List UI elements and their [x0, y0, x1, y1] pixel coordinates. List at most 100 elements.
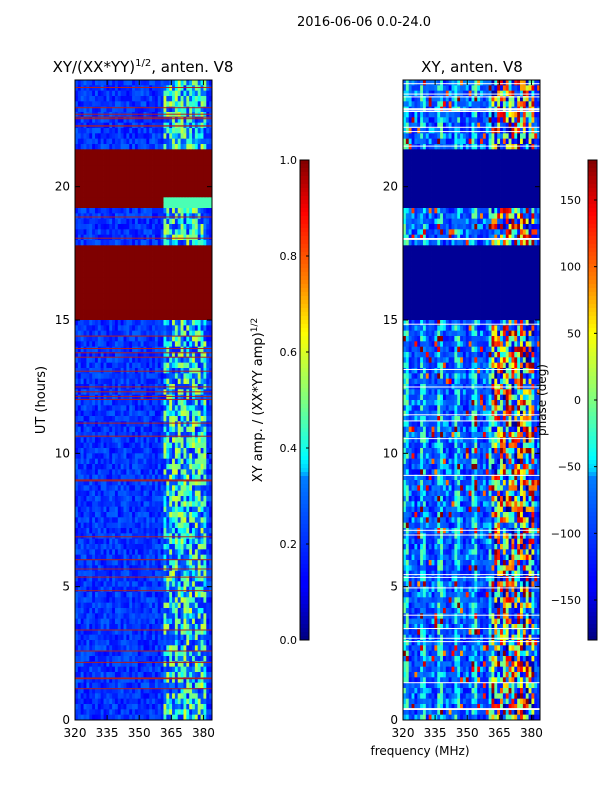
heatmap-cell [143, 160, 147, 166]
heatmap-cell [166, 170, 170, 177]
heatmap-cell [154, 581, 159, 588]
heatmap-cell [89, 442, 93, 449]
heatmap-cell [192, 186, 196, 193]
heatmap-cell [134, 90, 139, 97]
heatmap-cell [129, 496, 133, 502]
heatmap-cell [169, 362, 173, 369]
heatmap-cell [86, 405, 90, 412]
heatmap-cell [92, 144, 96, 150]
heatmap-cell [180, 592, 184, 598]
heatmap-cell [200, 560, 204, 566]
heatmap-cell [97, 213, 102, 220]
heatmap-cell [77, 192, 82, 198]
heatmap-cell [146, 282, 150, 289]
heatmap-cell [172, 133, 176, 140]
heatmap-cell [106, 432, 110, 438]
heatmap-cell [126, 202, 130, 209]
heatmap-cell [129, 144, 133, 150]
heatmap-cell [177, 362, 181, 369]
heatmap-cell [89, 154, 93, 161]
heatmap-cell [92, 149, 96, 156]
heatmap-cell [152, 192, 156, 198]
heatmap-cell [174, 250, 179, 257]
heatmap-cell [134, 490, 139, 497]
heatmap-cell [174, 277, 179, 284]
heatmap-cell [143, 426, 147, 433]
heatmap-cell [132, 352, 136, 358]
heatmap-cell [83, 309, 87, 316]
heatmap-cell [83, 437, 87, 444]
heatmap-cell [112, 170, 116, 177]
heatmap-cell [137, 213, 142, 220]
heatmap-cell [183, 218, 187, 225]
heatmap-cell [152, 154, 156, 161]
heatmap-cell [123, 608, 127, 614]
heatmap-cell [146, 325, 150, 332]
heatmap-cell [174, 330, 179, 337]
heatmap-cell [172, 469, 176, 476]
heatmap-cell [120, 570, 124, 577]
heatmap-cell [174, 421, 179, 428]
heatmap-cell [123, 506, 127, 513]
heatmap-cell [77, 629, 82, 636]
heatmap-cell [106, 298, 110, 305]
heatmap-cell [177, 560, 181, 566]
heatmap-cell [123, 432, 127, 438]
heatmap-cell [140, 229, 144, 236]
heatmap-cell [126, 240, 130, 246]
heatmap-cell [174, 528, 179, 534]
heatmap-cell [97, 432, 102, 438]
heatmap-cell [86, 298, 90, 305]
heatmap-cell [114, 400, 119, 406]
heatmap-cell [109, 480, 113, 486]
heatmap-cell [86, 496, 90, 502]
heatmap-cell [186, 85, 190, 92]
heatmap-cell [120, 197, 124, 204]
heatmap-cell [203, 586, 207, 593]
heatmap-cell [103, 330, 107, 337]
heatmap-cell [117, 293, 122, 300]
heatmap-cell [132, 309, 136, 316]
heatmap-cell [143, 501, 147, 508]
heatmap-cell [189, 421, 193, 428]
heatmap-cell [140, 224, 144, 230]
heatmap-cell [183, 96, 187, 102]
heatmap-cell [140, 581, 144, 588]
heatmap-cell [189, 592, 193, 598]
heatmap-cell [75, 592, 79, 598]
heatmap-cell [177, 544, 181, 550]
heatmap-cell [100, 256, 104, 262]
heatmap-cell [172, 213, 176, 220]
heatmap-cell [89, 592, 93, 598]
heatmap-cell [106, 437, 110, 444]
heatmap-cell [169, 106, 173, 113]
heatmap-cell [192, 309, 196, 316]
heatmap-cell [92, 480, 96, 486]
heatmap-cell [97, 613, 102, 620]
heatmap-cell [192, 432, 196, 438]
heatmap-cell [112, 538, 116, 545]
heatmap-cell [114, 304, 119, 310]
heatmap-cell [114, 80, 119, 86]
heatmap-cell [186, 613, 190, 620]
heatmap-cell [89, 448, 93, 454]
heatmap-cell [157, 234, 162, 241]
heatmap-cell [174, 458, 179, 465]
heatmap-cell [206, 506, 210, 513]
heatmap-cell [80, 128, 84, 134]
heatmap-cell [200, 592, 204, 598]
heatmap-cell [77, 224, 82, 230]
heatmap-cell [192, 549, 196, 556]
heatmap-cell [177, 277, 181, 284]
heatmap-cell [126, 426, 130, 433]
heatmap-cell [89, 325, 93, 332]
heatmap-cell [134, 522, 139, 529]
heatmap-cell [146, 448, 150, 454]
heatmap-cell [126, 213, 130, 220]
heatmap-cell [94, 512, 99, 518]
heatmap-cell [83, 170, 87, 177]
heatmap-cell [112, 528, 116, 534]
heatmap-cell [154, 261, 159, 268]
heatmap-cell [152, 485, 156, 492]
heatmap-cell [174, 512, 179, 518]
